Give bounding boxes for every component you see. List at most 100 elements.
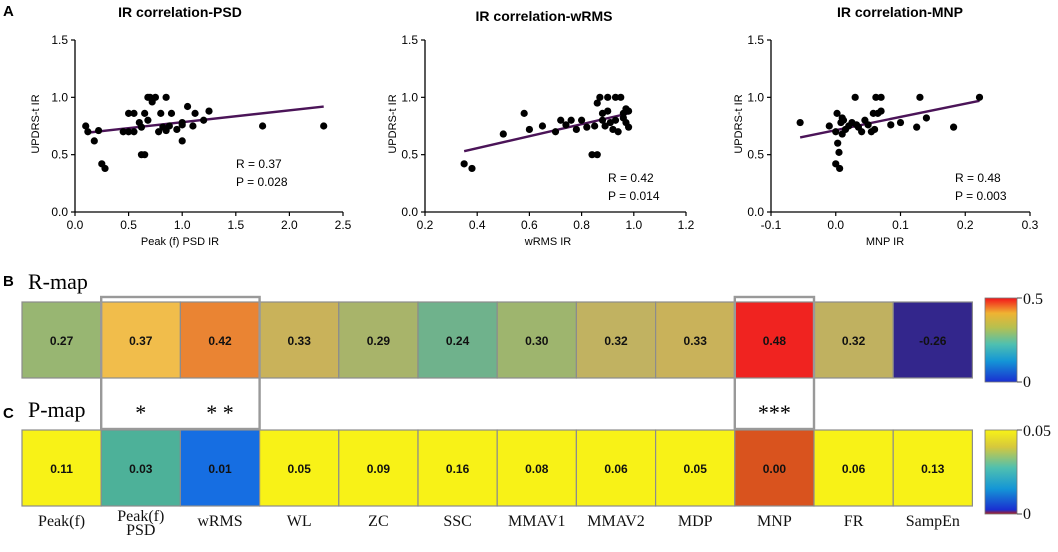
r-value: R = 0.42 xyxy=(608,171,654,185)
data-point xyxy=(165,122,173,130)
feature-label: SSC xyxy=(443,513,471,530)
p-map-cell-value: 0.06 xyxy=(604,462,628,476)
data-point xyxy=(796,118,804,127)
p-map-cell xyxy=(575,429,657,507)
x-tick-label: 2.0 xyxy=(281,218,298,232)
data-point xyxy=(598,116,607,124)
data-point xyxy=(604,107,612,115)
data-point xyxy=(183,102,192,111)
data-point xyxy=(157,109,165,117)
r-map-cell-value: 0.42 xyxy=(208,334,232,348)
r-value: R = 0.48 xyxy=(955,171,1001,185)
p-map-cell-value: 0.05 xyxy=(288,462,312,476)
feature-label: Peak(f) PSD xyxy=(117,508,164,539)
r-map-cell-value: 0.30 xyxy=(525,334,549,348)
feature-label: WL xyxy=(287,513,312,530)
p-map-cell-value: 0.11 xyxy=(50,462,73,476)
p-map-cell xyxy=(100,429,181,507)
feature-label: MNP xyxy=(757,513,792,530)
data-point xyxy=(839,116,848,124)
significance-star: * * xyxy=(206,400,234,425)
panel-letter-a: A xyxy=(3,3,14,20)
data-point xyxy=(94,126,103,135)
y-axis-label: UPDRS-t IR xyxy=(387,94,399,153)
r-colorbar: 0.5 0 xyxy=(984,291,1043,391)
p-map-cell xyxy=(496,429,578,507)
data-point xyxy=(130,128,138,136)
y-tick-label: 1.0 xyxy=(51,90,68,104)
data-point xyxy=(617,93,625,101)
p-map-cell xyxy=(338,429,419,507)
data-point xyxy=(851,93,859,101)
r-map-cell-value: 0.24 xyxy=(446,334,470,348)
p-map-cell-value: 0.03 xyxy=(129,462,153,476)
r-map-cell xyxy=(892,301,974,379)
r-map-cell-value: -0.26 xyxy=(919,334,947,348)
data-point xyxy=(144,116,152,124)
y-tick-label: 1.5 xyxy=(401,33,418,47)
significant-column-highlights xyxy=(99,295,816,431)
plot-title: IR correlation-MNP xyxy=(837,4,963,20)
r-colorbar-min-label: 0 xyxy=(1023,374,1031,391)
x-tick-label: 1.0 xyxy=(625,218,642,232)
r-map-cell xyxy=(100,301,181,379)
panel-letter-b: B xyxy=(3,273,14,290)
x-tick-label: 0.5 xyxy=(120,218,137,232)
x-axis-label: wRMS IR xyxy=(524,236,572,248)
p-map-cell-value: 0.05 xyxy=(684,462,708,476)
data-point xyxy=(832,128,840,136)
data-point xyxy=(205,107,213,115)
data-point xyxy=(604,93,612,101)
y-tick-label: 0.5 xyxy=(747,148,764,162)
x-tick-label: 0.8 xyxy=(573,218,590,232)
x-axis-label: Peak (f) PSD IR xyxy=(141,236,219,248)
data-point xyxy=(922,114,931,122)
data-point xyxy=(833,109,841,117)
feature-label: wRMS xyxy=(197,513,242,530)
data-point xyxy=(200,116,208,124)
feature-label: FR xyxy=(844,513,864,530)
p-map-title: P-map xyxy=(28,397,85,422)
x-tick-label: 0.2 xyxy=(957,218,974,232)
r-map-row: 0.27 0.37 0.42 0.33 0.29 0.24 0.30 0.32 0.33 0.48… xyxy=(21,301,974,379)
p-map-cell xyxy=(654,429,736,507)
plot-title: IR correlation-PSD xyxy=(118,4,242,20)
p-value: P = 0.003 xyxy=(955,189,1007,203)
data-point xyxy=(130,109,138,117)
x-tick-label: 1.2 xyxy=(678,218,695,232)
data-point xyxy=(858,128,866,136)
r-map-title: R-map xyxy=(28,269,88,294)
data-point xyxy=(468,164,476,173)
p-map-cell-value: 0.08 xyxy=(525,462,549,476)
y-tick-label: 1.0 xyxy=(401,90,418,104)
x-tick-label: 1.5 xyxy=(227,218,244,232)
r-map-cell-value: 0.27 xyxy=(50,334,74,348)
data-point xyxy=(835,148,843,156)
data-point xyxy=(887,121,895,129)
data-point xyxy=(178,121,186,129)
data-point xyxy=(913,123,921,131)
p-colorbar-min-label: 0 xyxy=(1023,506,1031,523)
y-tick-label: 1.5 xyxy=(51,33,68,47)
data-point xyxy=(141,151,149,159)
p-map-cell xyxy=(259,429,340,507)
p-map-cell-value: 0.16 xyxy=(446,462,470,476)
plot-title: IR correlation-wRMS xyxy=(476,8,613,24)
data-point xyxy=(460,160,468,168)
data-point xyxy=(871,125,879,134)
data-point xyxy=(137,123,146,131)
r-colorbar-gradient xyxy=(984,297,1018,383)
data-point xyxy=(101,164,109,173)
feature-label: MDP xyxy=(678,513,713,530)
data-point xyxy=(141,109,149,117)
y-tick-label: 0.5 xyxy=(401,148,418,162)
data-point xyxy=(82,122,90,130)
y-tick-label: 0.5 xyxy=(51,148,68,162)
data-point xyxy=(872,93,880,101)
data-point xyxy=(557,116,565,124)
scatter-plot-mnp: IR correlation-MNP -0.1 0.0 0.1 0.2 0.30.00.… xyxy=(733,4,1039,248)
data-point xyxy=(601,122,609,130)
data-point xyxy=(949,123,958,131)
r-map-cell-value: 0.32 xyxy=(604,334,628,348)
data-point xyxy=(596,93,604,101)
